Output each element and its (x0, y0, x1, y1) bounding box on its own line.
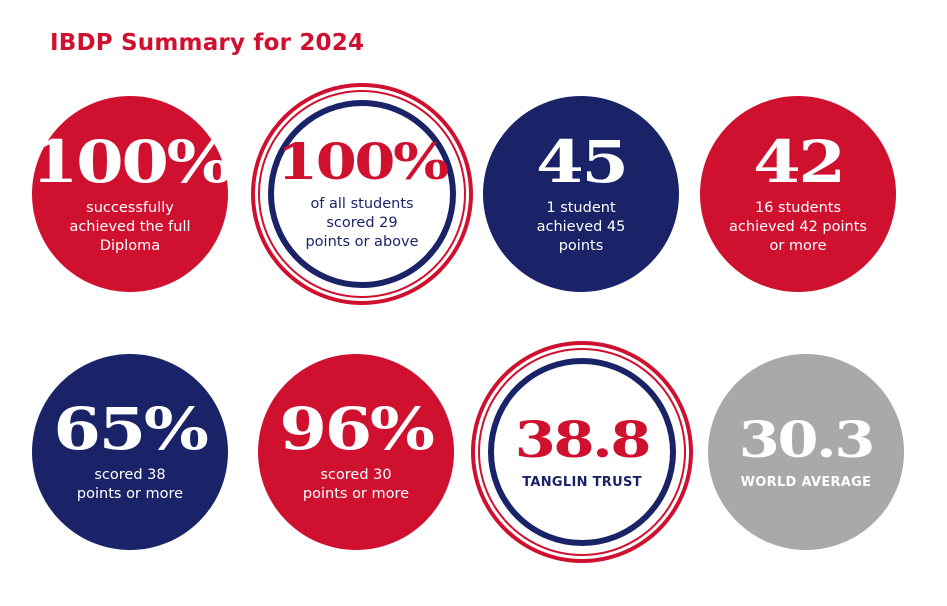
stat-caption: TANGLIN TRUST (522, 474, 642, 490)
ring-inner: 100% of all students scored 29 points or… (268, 100, 456, 288)
stat-caption: WORLD AVERAGE (740, 474, 872, 490)
ring-inner: 38.8 TANGLIN TRUST (488, 358, 676, 546)
stat-world-average-circle: 30.3 WORLD AVERAGE (708, 354, 904, 550)
stat-value: 42 (752, 127, 846, 196)
stat-38-points-circle: 65% scored 38 points or more (32, 354, 228, 550)
stat-value: 30.3 (738, 409, 876, 469)
stat-text: successfully achieved the full Diploma (69, 199, 191, 254)
stat-29-points-circle: 100% of all students scored 29 points or… (264, 96, 460, 292)
stat-text: of all students scored 29 points or abov… (305, 195, 419, 250)
stat-value: 65% (53, 395, 209, 463)
stat-tanglin-circle: 38.8 TANGLIN TRUST (484, 354, 680, 550)
stat-text: scored 30 points or more (302, 467, 410, 502)
stat-text: scored 38 points or more (76, 467, 184, 502)
stat-value: 100% (30, 127, 232, 196)
stat-value: 45 (535, 127, 629, 196)
stat-value: 96% (279, 395, 435, 463)
stat-value: 100% (277, 131, 449, 191)
page-title: IBDP Summary for 2024 (50, 30, 365, 56)
stat-42-circle: 42 16 students achieved 42 points or mor… (700, 96, 896, 292)
stat-diploma-circle: 100% successfully achieved the full Dipl… (30, 96, 232, 292)
stat-45-circle: 45 1 student achieved 45 points (483, 96, 679, 292)
stat-30-points-circle: 96% scored 30 points or more (258, 354, 454, 550)
stat-text: 16 students achieved 42 points or more (729, 199, 867, 254)
stat-text: 1 student achieved 45 points (536, 199, 626, 254)
stat-value: 38.8 (514, 409, 652, 469)
